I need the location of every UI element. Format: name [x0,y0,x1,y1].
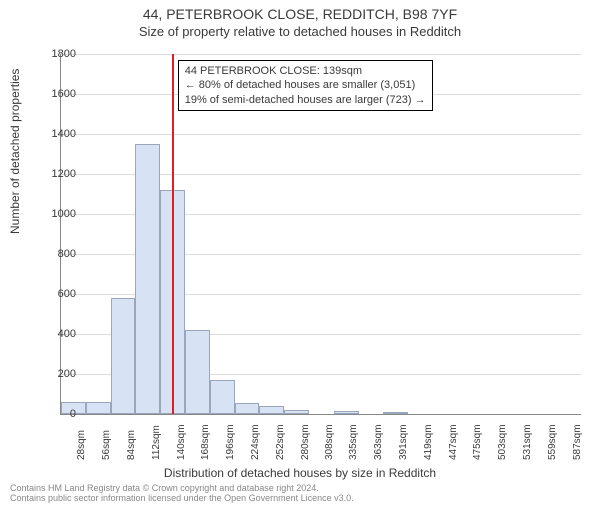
x-tick-label: 475sqm [472,424,476,460]
x-axis-label: Distribution of detached houses by size … [0,466,600,480]
y-tick-label: 0 [36,408,76,420]
footer-attribution: Contains HM Land Registry data © Crown c… [10,484,354,504]
x-tick-label: 559sqm [547,424,551,460]
y-axis-label: Number of detached properties [8,69,22,234]
x-tick-label: 531sqm [522,424,526,460]
chart-title-address: 44, PETERBROOK CLOSE, REDDITCH, B98 7YF [0,6,600,22]
gridline [61,134,581,135]
annotation-box: 44 PETERBROOK CLOSE: 139sqm← 80% of deta… [178,60,433,111]
x-tick-label: 335sqm [348,424,352,460]
y-tick-label: 1800 [36,48,76,60]
y-tick-label: 1200 [36,168,76,180]
x-tick-label: 56sqm [101,430,105,460]
annotation-line: ← 80% of detached houses are smaller (3,… [185,78,426,92]
x-tick-label: 587sqm [572,424,576,460]
histogram-bar [86,402,111,414]
y-tick-label: 1600 [36,88,76,100]
histogram-bar [383,412,408,414]
histogram-bar [111,298,136,414]
x-tick-label: 224sqm [250,424,254,460]
x-tick-label: 84sqm [126,430,130,460]
x-tick-label: 252sqm [275,424,279,460]
histogram-bar [284,410,309,414]
x-tick-label: 391sqm [398,424,402,460]
chart-container: 44, PETERBROOK CLOSE, REDDITCH, B98 7YF … [0,6,600,506]
annotation-line: 44 PETERBROOK CLOSE: 139sqm [185,64,426,78]
x-tick-label: 28sqm [76,430,80,460]
x-tick-label: 112sqm [151,425,155,460]
histogram-bar [135,144,160,414]
histogram-bar [210,380,235,414]
x-tick-container: 28sqm 56sqm 84sqm 112sqm 140sqm 168sqm 196sqm 2… [60,418,580,464]
x-tick-label: 419sqm [423,424,427,460]
gridline [61,54,581,55]
footer-line2: Contains public sector information licen… [10,494,354,504]
histogram-bar [235,403,260,414]
histogram-bar [259,406,284,414]
annotation-line: 19% of semi-detached houses are larger (… [185,93,426,107]
x-tick-label: 140sqm [176,424,180,460]
histogram-bar [334,411,359,414]
y-tick-label: 1000 [36,208,76,220]
plot-area: 44 PETERBROOK CLOSE: 139sqm← 80% of deta… [60,54,581,415]
y-tick-label: 600 [36,288,76,300]
x-tick-label: 447sqm [448,424,452,460]
x-tick-label: 168sqm [200,424,204,460]
y-tick-label: 200 [36,368,76,380]
x-tick-label: 280sqm [300,424,304,460]
x-tick-label: 363sqm [373,424,377,460]
x-tick-label: 503sqm [497,424,501,460]
x-tick-label: 308sqm [324,424,328,460]
y-tick-label: 800 [36,248,76,260]
marker-line [172,54,174,414]
y-tick-label: 400 [36,328,76,340]
y-tick-label: 1400 [36,128,76,140]
chart-title-subtitle: Size of property relative to detached ho… [0,24,600,39]
histogram-bar [185,330,210,414]
x-tick-label: 196sqm [225,424,229,460]
